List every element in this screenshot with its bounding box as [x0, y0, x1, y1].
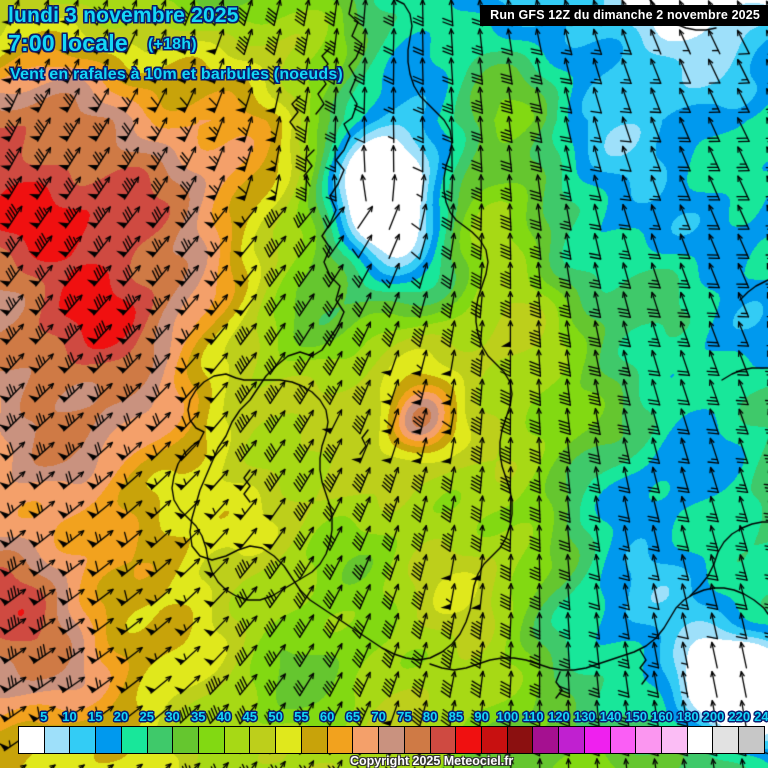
legend-swatch [147, 727, 174, 753]
legend-swatch [661, 727, 688, 753]
legend-tick: 80 [422, 710, 438, 724]
legend-tick: 120 [548, 710, 570, 724]
legend-tick: 110 [522, 710, 544, 724]
legend-tick: 65 [345, 710, 361, 724]
legend-tick: 85 [448, 710, 464, 724]
legend-swatch [301, 727, 328, 753]
legend-tick: 70 [371, 710, 386, 724]
map-parameter-label: Vent en rafales à 10m et barbules (noeud… [10, 66, 343, 83]
legend-tick: 30 [165, 710, 180, 724]
model-run-badge: Run GFS 12Z du dimanche 2 novembre 2025 [480, 5, 768, 26]
legend-swatch [173, 727, 200, 753]
legend-swatch [481, 727, 508, 753]
legend-tick: 25 [139, 710, 155, 724]
legend-swatch [44, 727, 71, 753]
legend-swatch [96, 727, 122, 753]
legend-tick: 140 [599, 710, 622, 724]
forecast-hour-label: 7:00 locale [8, 30, 128, 56]
legend-tick: 100 [496, 710, 519, 724]
color-scale-legend: 5 10 15 20 25 30 35 40 45 50 55 60 65 70 75 80 85 90 100 11… [0, 710, 768, 768]
legend-tick: 45 [242, 710, 258, 724]
legend-tick: 90 [474, 710, 489, 724]
legend-tick: 15 [88, 710, 103, 724]
legend-swatch [70, 727, 97, 753]
legend-tick: 220 [728, 710, 751, 724]
legend-swatch [224, 727, 251, 753]
legend-swatch [636, 727, 662, 753]
legend-tick: 10 [62, 710, 77, 724]
forecast-offset-label: (+18h) [148, 36, 197, 53]
weather-map[interactable] [0, 0, 768, 710]
legend-swatch [507, 727, 534, 753]
legend-tick: 240 [754, 710, 768, 724]
legend-swatch [610, 727, 637, 753]
legend-swatch [379, 727, 405, 753]
legend-swatch [430, 727, 457, 753]
legend-tick: 35 [191, 710, 206, 724]
legend-tick: 40 [216, 710, 232, 724]
legend-tick: 55 [294, 710, 309, 724]
legend-swatch [327, 727, 354, 753]
legend-swatch [353, 727, 380, 753]
legend-swatch [739, 727, 764, 753]
legend-tick: 50 [268, 710, 283, 724]
legend-tick: 180 [676, 710, 699, 724]
legend-tick-labels: 5 10 15 20 25 30 35 40 45 50 55 60 65 70 75 80 85 90 100 11… [0, 710, 768, 726]
legend-tick: 20 [113, 710, 129, 724]
legend-swatch [404, 727, 431, 753]
legend-tick: 150 [625, 710, 648, 724]
legend-tick: 130 [573, 710, 596, 724]
wind-barbs-overlay [0, 0, 768, 710]
forecast-date-label: lundi 3 novembre 2025 [8, 4, 239, 27]
legend-tick: 60 [319, 710, 335, 724]
legend-tick: 200 [702, 710, 725, 724]
legend-tick: 5 [40, 710, 48, 724]
legend-swatch [250, 727, 277, 753]
legend-color-swatches [18, 726, 765, 754]
legend-swatch [559, 727, 585, 753]
legend-swatch [456, 727, 482, 753]
legend-swatch [199, 727, 225, 753]
legend-tick: 75 [397, 710, 412, 724]
legend-swatch [533, 727, 560, 753]
legend-swatch [713, 727, 740, 753]
legend-swatch [19, 727, 45, 753]
legend-tick: 160 [651, 710, 673, 724]
copyright-label: Copyright 2025 Meteociel.fr [350, 754, 514, 768]
legend-swatch [584, 727, 611, 753]
legend-swatch [121, 727, 148, 753]
legend-swatch [276, 727, 302, 753]
legend-swatch [687, 727, 714, 753]
